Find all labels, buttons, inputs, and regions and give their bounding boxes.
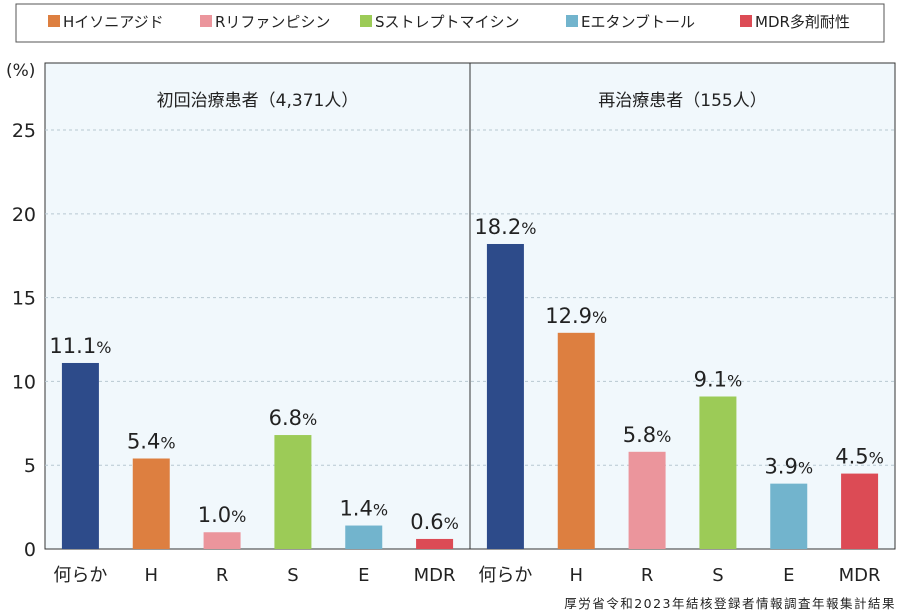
bar xyxy=(770,483,808,549)
legend-item: MDR多剤耐性 xyxy=(740,13,850,31)
data-label-unit: % xyxy=(373,501,388,520)
y-tick-label: 5 xyxy=(24,455,36,477)
x-tick-label: MDR xyxy=(414,565,456,586)
data-label-unit: % xyxy=(231,507,246,526)
x-tick-label: 何らか xyxy=(53,565,107,586)
bar xyxy=(841,473,879,549)
data-label-unit: % xyxy=(521,219,536,238)
bar xyxy=(132,458,170,549)
data-label: 0.6% xyxy=(410,510,459,534)
x-tick-label: S xyxy=(712,565,723,586)
legend-swatch xyxy=(566,15,578,27)
legend-frame xyxy=(15,3,885,43)
legend-swatch xyxy=(48,15,60,27)
y-tick-label: 0 xyxy=(24,539,36,561)
data-label-unit: % xyxy=(869,449,884,468)
bar xyxy=(486,243,524,549)
data-label: 3.9% xyxy=(764,455,813,479)
legend-item: Eエタンブトール xyxy=(566,13,695,31)
data-label-value: 1.0 xyxy=(198,503,231,527)
y-axis-unit: (%) xyxy=(6,61,35,81)
x-tick-label: H xyxy=(569,565,583,586)
data-label: 5.4% xyxy=(127,430,176,454)
y-tick-label: 10 xyxy=(12,371,36,393)
bar xyxy=(416,538,454,549)
bar xyxy=(628,451,666,549)
data-label: 9.1% xyxy=(694,367,743,391)
x-tick-label: R xyxy=(641,565,654,586)
y-tick-label: 25 xyxy=(12,120,36,142)
legend-label: Eエタンブトール xyxy=(581,13,695,31)
bar xyxy=(274,435,312,549)
y-tick-label: 15 xyxy=(12,288,36,310)
data-label-value: 1.4 xyxy=(339,497,372,521)
data-label-unit: % xyxy=(656,427,671,446)
legend-item: Rリファンピシン xyxy=(200,13,330,31)
source-note: 厚労省令和2023年結核登録者情報調査年報集計結果 xyxy=(564,596,896,611)
data-label-value: 5.4 xyxy=(127,430,160,454)
bar xyxy=(345,525,383,549)
data-label-value: 11.1 xyxy=(49,334,96,358)
data-label: 4.5% xyxy=(835,445,884,469)
bar xyxy=(557,332,595,549)
data-label-value: 4.5 xyxy=(835,445,868,469)
data-label-value: 5.8 xyxy=(623,423,656,447)
data-label-unit: % xyxy=(727,371,742,390)
panel: 再治療患者（155人） 18.2% 何らか 12.9% H 5.8% R 9.1% S 3.9% E… xyxy=(474,91,883,586)
data-label: 6.8% xyxy=(269,406,318,430)
data-label-unit: % xyxy=(444,514,459,533)
legend-swatch xyxy=(200,15,212,27)
x-tick-label: MDR xyxy=(839,565,881,586)
bar xyxy=(203,532,241,549)
data-label: 1.4% xyxy=(339,497,388,521)
x-tick-label: R xyxy=(216,565,229,586)
data-label: 18.2% xyxy=(474,215,536,239)
x-tick-label: E xyxy=(783,565,794,586)
data-label-unit: % xyxy=(160,434,175,453)
legend-item: Hイソニアジド xyxy=(48,13,164,31)
legend-label: Hイソニアジド xyxy=(63,13,164,31)
x-tick-label: E xyxy=(358,565,369,586)
data-label: 1.0% xyxy=(198,503,247,527)
data-label: 5.8% xyxy=(623,423,672,447)
data-label: 11.1% xyxy=(49,334,111,358)
bar xyxy=(699,396,737,549)
legend-swatch xyxy=(360,15,372,27)
x-tick-label: H xyxy=(144,565,158,586)
legend-label: MDR多剤耐性 xyxy=(755,13,850,31)
y-tick-label: 20 xyxy=(12,204,36,226)
data-label-value: 12.9 xyxy=(545,304,592,328)
data-label-value: 6.8 xyxy=(269,406,302,430)
bar xyxy=(61,362,99,549)
data-label: 12.9% xyxy=(545,304,607,328)
data-label-value: 9.1 xyxy=(694,367,727,391)
x-tick-label: 何らか xyxy=(478,565,532,586)
x-tick-label: S xyxy=(287,565,298,586)
legend-label: Rリファンピシン xyxy=(215,13,330,31)
panel: 初回治療患者（4,371人） 11.1% 何らか 5.4% H 1.0% R 6.8% S 1.4… xyxy=(49,91,458,586)
legend-swatch xyxy=(740,15,752,27)
data-label-value: 3.9 xyxy=(764,455,797,479)
legend-item: Sストレプトマイシン xyxy=(360,13,520,31)
data-label-unit: % xyxy=(592,308,607,327)
data-label-unit: % xyxy=(798,459,813,478)
legend: Hイソニアジド Rリファンピシン Sストレプトマイシン Eエタンブトール MDR多剤耐性 xyxy=(15,3,885,43)
panel-title: 初回治療患者（4,371人） xyxy=(157,91,359,111)
legend-label: Sストレプトマイシン xyxy=(375,13,520,31)
plot-area: 0 5 10 15 20 25 初回治療患者（4,371人） 11.1% 何らか 5.4% H 1.0… xyxy=(12,62,896,586)
data-label-value: 18.2 xyxy=(474,215,521,239)
panel-title: 再治療患者（155人） xyxy=(598,91,766,111)
data-label-value: 0.6 xyxy=(410,510,443,534)
data-label-unit: % xyxy=(96,338,111,357)
data-label-unit: % xyxy=(302,410,317,429)
